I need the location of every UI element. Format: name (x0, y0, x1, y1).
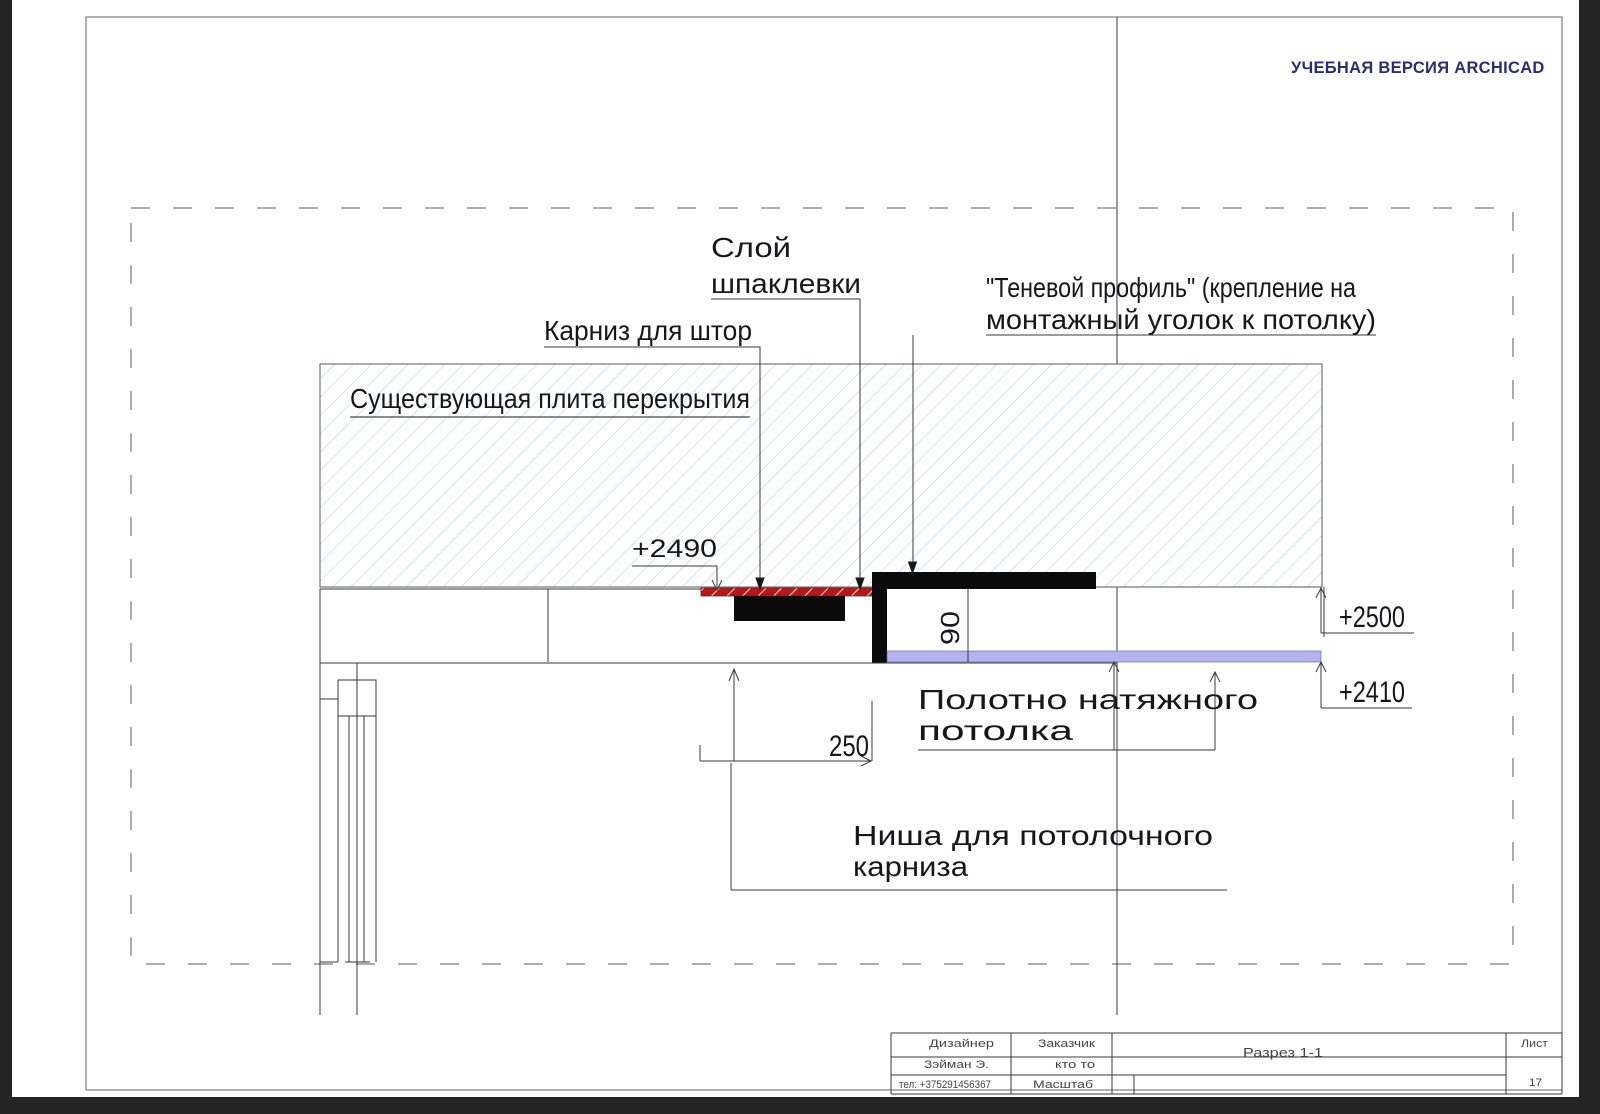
svg-text:УЧЕБНАЯ ВЕРСИЯ ARCHICAD: УЧЕБНАЯ ВЕРСИЯ ARCHICAD (1291, 59, 1545, 77)
svg-text:Существующая плита перекрытия: Существующая плита перекрытия (350, 383, 750, 414)
svg-text:Слой: Слой (711, 232, 791, 263)
svg-text:Карниз для штор: Карниз для штор (544, 315, 752, 346)
svg-text:Разрез 1-1: Разрез 1-1 (1243, 1045, 1323, 1060)
svg-text:250: 250 (829, 730, 869, 763)
svg-text:карниза: карниза (853, 851, 968, 882)
svg-text:Полотно натяжного: Полотно натяжного (918, 684, 1258, 715)
svg-text:Масштаб: Масштаб (1033, 1079, 1093, 1091)
svg-text:+2500: +2500 (1339, 601, 1405, 634)
svg-text:17: 17 (1529, 1077, 1542, 1089)
svg-text:+2490: +2490 (632, 535, 717, 563)
svg-text:Дизайнер: Дизайнер (929, 1038, 994, 1050)
svg-text:"Теневой профиль" (крепление н: "Теневой профиль" (крепление на (986, 272, 1356, 303)
svg-text:Лист: Лист (1521, 1038, 1548, 1050)
svg-text:Зэйман Э.: Зэйман Э. (924, 1059, 989, 1071)
svg-text:+2410: +2410 (1339, 676, 1405, 709)
svg-text:кто то: кто то (1055, 1059, 1095, 1071)
svg-text:монтажный уголок к потолку): монтажный уголок к потолку) (986, 304, 1376, 335)
svg-text:потолка: потолка (918, 715, 1074, 746)
svg-text:90: 90 (935, 611, 965, 645)
svg-text:тел: +375291456367: тел: +375291456367 (899, 1079, 991, 1091)
svg-text:Заказчик: Заказчик (1038, 1038, 1095, 1050)
svg-text:Ниша для потолочного: Ниша для потолочного (853, 820, 1213, 851)
svg-text:шпаклевки: шпаклевки (711, 268, 861, 299)
